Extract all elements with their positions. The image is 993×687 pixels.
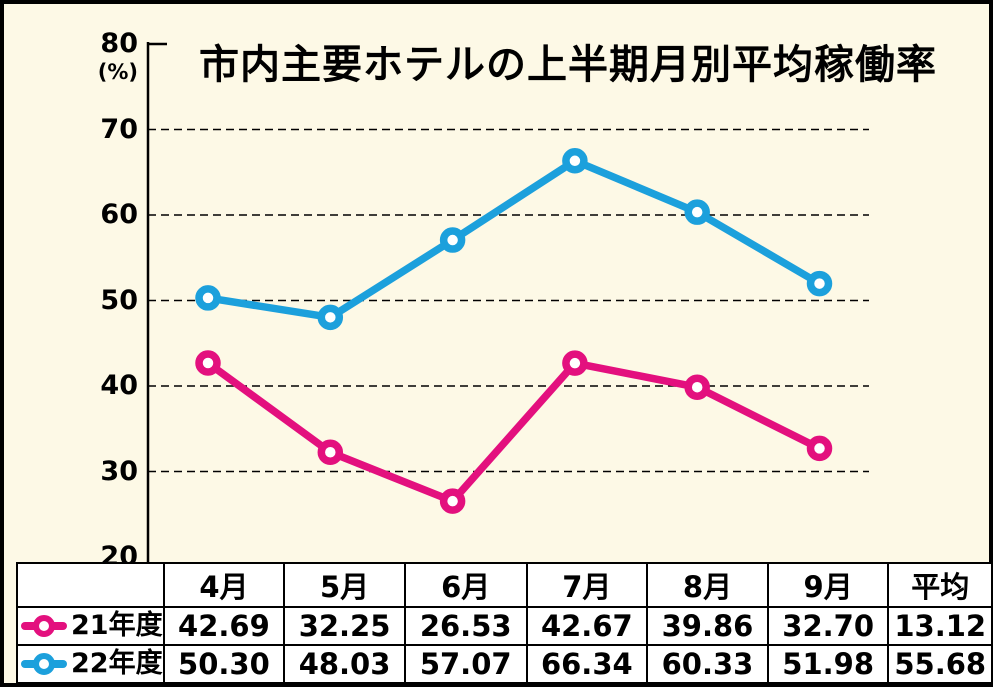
data-table: 4月 5月 6月 7月 8月 9月 平均 21年度 42.69 32.25 26.53 42.67 39…: [16, 562, 993, 684]
y-axis-tick-label: 50: [100, 284, 138, 316]
y-axis-tick-label: 60: [100, 199, 138, 230]
chart-title: 市内主要ホテルの上半期月別平均稼働率: [199, 42, 937, 88]
data-point-marker-22年度: [684, 199, 710, 225]
data-point-marker-21年度: [439, 488, 466, 514]
y-axis-unit-label: (%): [97, 60, 138, 84]
value-cell: 57.07: [403, 644, 528, 684]
month-header-cell: 4月: [162, 562, 286, 608]
value-cell: 32.25: [283, 606, 406, 646]
month-header-cell: 6月: [403, 562, 528, 608]
data-point-marker-22年度: [317, 304, 344, 331]
table-row-22年度: 22年度 50.30 48.03 57.07 66.34 60.33 51.98 55.68: [16, 644, 993, 684]
data-point-marker-22年度: [562, 148, 588, 174]
average-header-cell: 平均: [887, 562, 993, 608]
y-axis-tick-label: 70: [100, 113, 138, 145]
data-point-marker-22年度: [439, 227, 466, 253]
data-point-marker-22年度: [195, 285, 221, 311]
value-cell: 48.03: [283, 644, 406, 684]
data-point-marker-21年度: [806, 435, 833, 462]
table-row-21年度: 21年度 42.69 32.25 26.53 42.67 39.86 32.70 13.12: [16, 606, 993, 646]
plot-area: [146, 42, 869, 562]
value-cell: 42.67: [525, 606, 649, 646]
average-value-cell: 13.12: [887, 606, 993, 646]
data-point-marker-21年度: [684, 374, 710, 400]
value-cell: 32.70: [766, 606, 890, 646]
series-line-22年度: [204, 157, 824, 322]
data-point-marker-21年度: [317, 439, 344, 466]
y-axis-tick-label: 40: [100, 370, 138, 401]
month-header-cell: 9月: [766, 562, 890, 608]
value-cell: 42.69: [162, 606, 286, 646]
data-point-marker-22年度: [806, 270, 833, 297]
series-name-label: 21年度: [71, 610, 163, 641]
average-value-cell: 55.68: [887, 644, 993, 684]
value-cell: 39.86: [646, 606, 769, 646]
series-name-label: 22年度: [71, 648, 163, 679]
legend-line-marker-icon: [21, 614, 67, 638]
value-cell: 60.33: [646, 644, 769, 684]
value-cell: 66.34: [525, 644, 649, 684]
month-header-cell: 8月: [646, 562, 769, 608]
legend-cell: 21年度: [16, 606, 165, 646]
legend-cell: 22年度: [16, 644, 165, 684]
month-header-cell: 7月: [525, 562, 649, 608]
table-corner-cell: [16, 562, 165, 608]
value-cell: 51.98: [766, 644, 890, 684]
data-point-marker-21年度: [562, 350, 588, 376]
y-axis-tick-label: 80: [100, 28, 138, 59]
legend-line-marker-icon: [21, 652, 67, 676]
value-cell: 26.53: [403, 606, 528, 646]
series-line-21年度: [204, 359, 824, 505]
value-cell: 50.30: [162, 644, 286, 684]
data-point-marker-21年度: [195, 350, 221, 376]
month-header-cell: 5月: [283, 562, 406, 608]
y-axis-tick-label: 30: [100, 455, 138, 487]
